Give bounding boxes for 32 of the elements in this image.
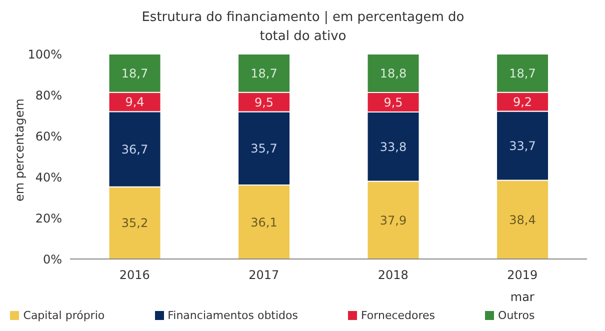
legend-label: Capital próprio: [23, 309, 105, 322]
y-axis-title: em percentagem: [12, 98, 26, 202]
legend-label: Financiamentos obtidos: [168, 309, 298, 322]
data-label: 36,1: [250, 215, 278, 230]
x-tick-label: 2018: [378, 268, 408, 282]
data-label: 35,7: [250, 142, 278, 156]
x-tick-label: 2019 mar: [507, 268, 538, 304]
y-tick-label: 0%: [42, 252, 62, 266]
data-label: 36,7: [121, 142, 148, 156]
data-label: 35,2: [121, 216, 148, 230]
data-label: 18,8: [380, 66, 407, 81]
data-label: 38,4: [509, 212, 536, 227]
data-label: 9,5: [254, 95, 274, 110]
data-label: 9,5: [384, 96, 403, 110]
y-tick-label: 80%: [35, 88, 62, 102]
chart-title: Estrutura do financiamento | em percentagem do total do ativo: [140, 9, 466, 46]
x-tick-label: 2017: [248, 268, 280, 282]
data-label: 9,4: [125, 95, 144, 110]
data-label: 33,8: [380, 140, 407, 154]
data-label: 33,7: [509, 138, 536, 153]
y-tick-label: 100%: [28, 47, 62, 62]
data-label: 18,7: [250, 66, 278, 80]
legend-label: Fornecedores: [361, 309, 436, 322]
data-label: 37,9: [380, 213, 407, 228]
data-label: 18,7: [121, 66, 148, 80]
y-tick-label: 20%: [35, 211, 62, 226]
x-tick-label: 2016: [119, 268, 150, 282]
y-tick-label: 60%: [35, 129, 62, 144]
data-label: 9,2: [512, 95, 532, 110]
legend-label: Outros: [498, 309, 535, 322]
y-tick-label: 40%: [35, 170, 62, 184]
data-label: 18,7: [509, 66, 536, 80]
